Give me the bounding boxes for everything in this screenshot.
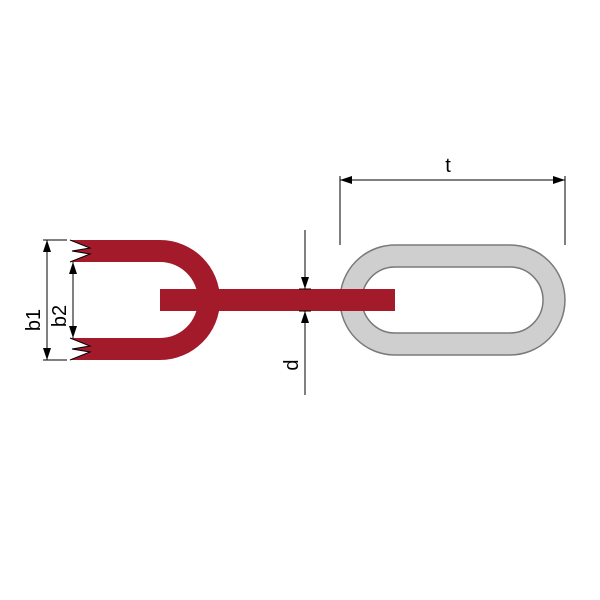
dimension-t-label: t xyxy=(445,155,451,177)
dimension-b2: b2 xyxy=(49,262,77,338)
dimension-d: d xyxy=(281,230,311,395)
dimension-b1-label: b1 xyxy=(23,309,45,331)
connector-bar xyxy=(160,289,395,311)
dimension-b2-label: b2 xyxy=(49,305,71,327)
dimension-b1: b1 xyxy=(23,240,67,360)
dimension-t: t xyxy=(340,155,565,245)
dimension-d-label: d xyxy=(281,359,303,370)
